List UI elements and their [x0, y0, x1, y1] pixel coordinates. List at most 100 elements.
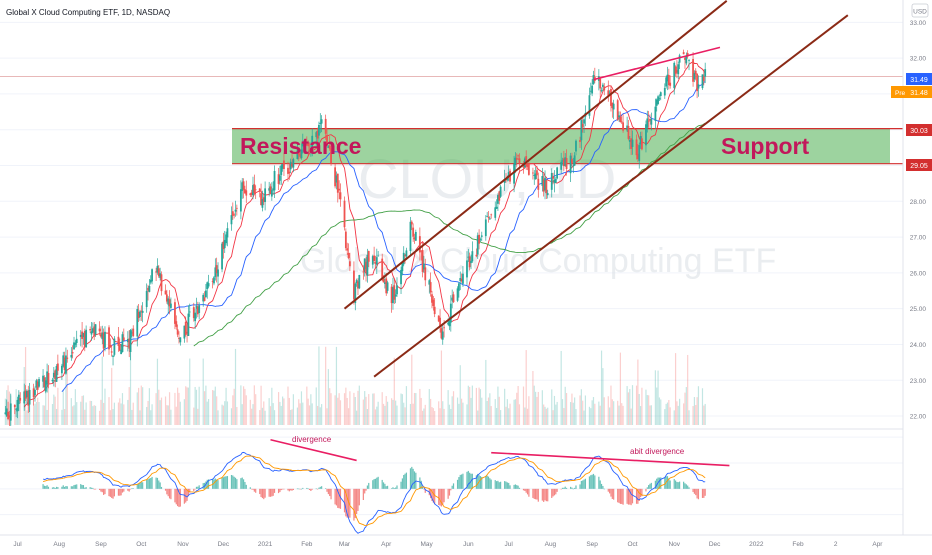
macd-hist-bar: [224, 476, 226, 489]
volume-bar: [47, 385, 50, 425]
volume-bar: [206, 401, 208, 425]
candle-body: [470, 260, 472, 264]
candle-body: [575, 140, 577, 152]
macd-hist-bar: [66, 486, 68, 489]
volume-bar: [203, 391, 206, 425]
candle-body: [187, 313, 190, 337]
macd-hist-bar: [123, 488, 125, 492]
channel-lower-line: [373, 14, 849, 378]
volume-bar: [255, 394, 257, 425]
macd-hist-bar: [160, 486, 163, 489]
candle-body: [73, 342, 75, 350]
macd-hist-bar: [451, 485, 453, 489]
macd-hist-bar: [509, 485, 511, 489]
candle-body: [305, 144, 308, 145]
volume-bar: [282, 396, 284, 425]
macd-hist-bar: [120, 488, 122, 496]
candle-body: [15, 408, 18, 410]
macd-hist-bar: [368, 482, 370, 489]
candle-body: [468, 256, 471, 268]
macd-hist-bar: [338, 488, 340, 509]
macd-hist-bar: [319, 486, 321, 489]
volume-bar: [382, 403, 385, 425]
candle-body: [226, 228, 229, 238]
candle-body: [179, 337, 182, 343]
volume-bar: [627, 392, 630, 425]
volume-bar: [701, 388, 704, 425]
currency-badge[interactable]: USD: [911, 3, 929, 18]
volume-bar: [471, 385, 473, 425]
macd-hist-bar: [535, 488, 537, 500]
volume-bar: [316, 405, 319, 425]
candle-body: [638, 145, 641, 161]
macd-hist-bar: [664, 477, 666, 489]
macd-hist-bar: [532, 488, 534, 498]
candle-body: [458, 283, 460, 291]
volume-bar: [164, 396, 167, 425]
volume-bar: [401, 394, 403, 425]
time-tick-label: Jul: [13, 541, 22, 548]
macd-hist-bar: [583, 479, 585, 489]
volume-bar: [85, 402, 87, 425]
macd-hist-bar: [395, 487, 397, 489]
volume-bar: [121, 393, 124, 425]
candle-body: [697, 84, 700, 89]
volume-bar: [630, 408, 632, 425]
candle-body: [93, 326, 96, 337]
candle-body: [330, 148, 332, 164]
candle-body: [101, 333, 104, 340]
volume-bar: [84, 409, 86, 425]
resistance-level-badge: 30.03: [906, 124, 932, 136]
volume-bar: [202, 358, 204, 425]
volume-bar: [657, 370, 659, 425]
macd-hist-bar: [696, 488, 698, 499]
candle-body: [205, 290, 207, 298]
volume-bar: [168, 392, 171, 425]
volume-bar: [607, 396, 609, 425]
candle-body: [299, 154, 302, 157]
volume-bar: [413, 392, 416, 425]
volume-bar: [679, 398, 681, 425]
macd-hist-bar: [202, 483, 204, 489]
candle-body: [100, 334, 102, 337]
macd-hist-bar: [392, 487, 394, 489]
candle-body: [253, 184, 256, 193]
candle-body: [215, 265, 218, 274]
macd-hist-bar: [290, 488, 292, 491]
volume-bar: [466, 404, 468, 425]
macd-hist-bar: [572, 488, 574, 490]
candle-body: [277, 174, 280, 184]
macd-hist-bar: [259, 488, 261, 495]
macd-hist-bar: [217, 480, 219, 489]
macd-hist-bar: [525, 488, 527, 493]
volume-bar: [139, 410, 141, 425]
candle-body: [70, 354, 73, 358]
volume-bar: [405, 386, 408, 425]
volume-bar: [225, 387, 227, 425]
volume-bar: [516, 392, 518, 425]
candle-body: [488, 218, 491, 220]
macd-hist-bar: [310, 488, 312, 492]
volume-bar: [101, 356, 103, 425]
macd-hist-bar: [298, 488, 300, 490]
volume-bar: [37, 397, 39, 425]
volume-bar: [34, 403, 36, 425]
candle-body: [241, 182, 244, 191]
macd-hist-bar: [150, 478, 152, 489]
candle-body: [646, 118, 649, 128]
volume-bar: [591, 400, 593, 425]
candle-body: [533, 174, 536, 176]
price-tick-label: 26.00: [910, 270, 927, 277]
time-axis: Jul Aug Sep Oct Nov Dec 2021 Feb Mar Apr May Jun Jul…: [0, 534, 932, 548]
volume-bar: [451, 396, 453, 425]
candle-body: [34, 389, 36, 396]
candle-body: [98, 328, 101, 332]
volume-bar: [547, 407, 549, 425]
macd-hist-bar: [381, 479, 383, 489]
candle-body: [358, 274, 361, 289]
macd-hist-bar: [656, 478, 658, 489]
macd-hist-bar: [93, 488, 95, 490]
volume-bar: [271, 387, 273, 425]
